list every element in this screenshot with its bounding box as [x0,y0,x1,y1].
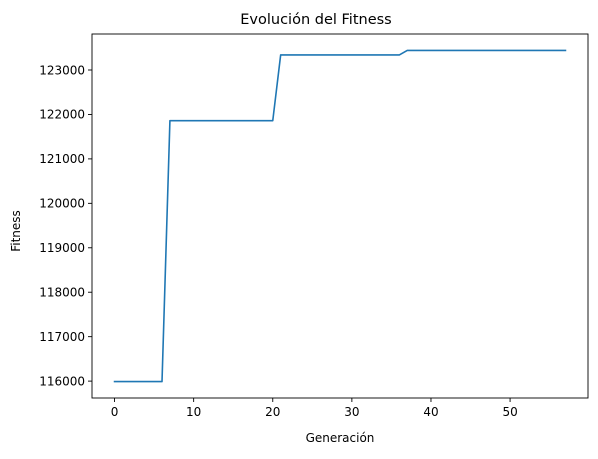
x-tick-label: 30 [344,405,359,419]
y-tick-label: 119000 [39,241,85,255]
series-line-0 [113,49,567,383]
y-tick-label: 120000 [39,197,85,211]
x-tick-label: 40 [423,405,438,419]
axes: 0 10 20 30 40 50 116000 117000 118000 119000 12000… [39,33,589,419]
y-axis-label: Fitness [9,210,23,252]
y-tick-label: 121000 [39,152,85,166]
x-axis-label: Generación [306,431,375,445]
x-tick-label: 0 [111,405,119,419]
y-tick-label: 123000 [39,63,85,77]
y-tick-label: 117000 [39,330,85,344]
x-tick-label: 10 [186,405,201,419]
axes-frame [91,33,589,399]
plot-area [113,49,567,383]
y-tick-label: 122000 [39,108,85,122]
chart-title: Evolución del Fitness [240,12,392,28]
y-tick-label: 116000 [39,374,85,388]
y-tick-label: 118000 [39,286,85,300]
x-tick-label: 20 [265,405,280,419]
x-tick-label: 50 [502,405,517,419]
